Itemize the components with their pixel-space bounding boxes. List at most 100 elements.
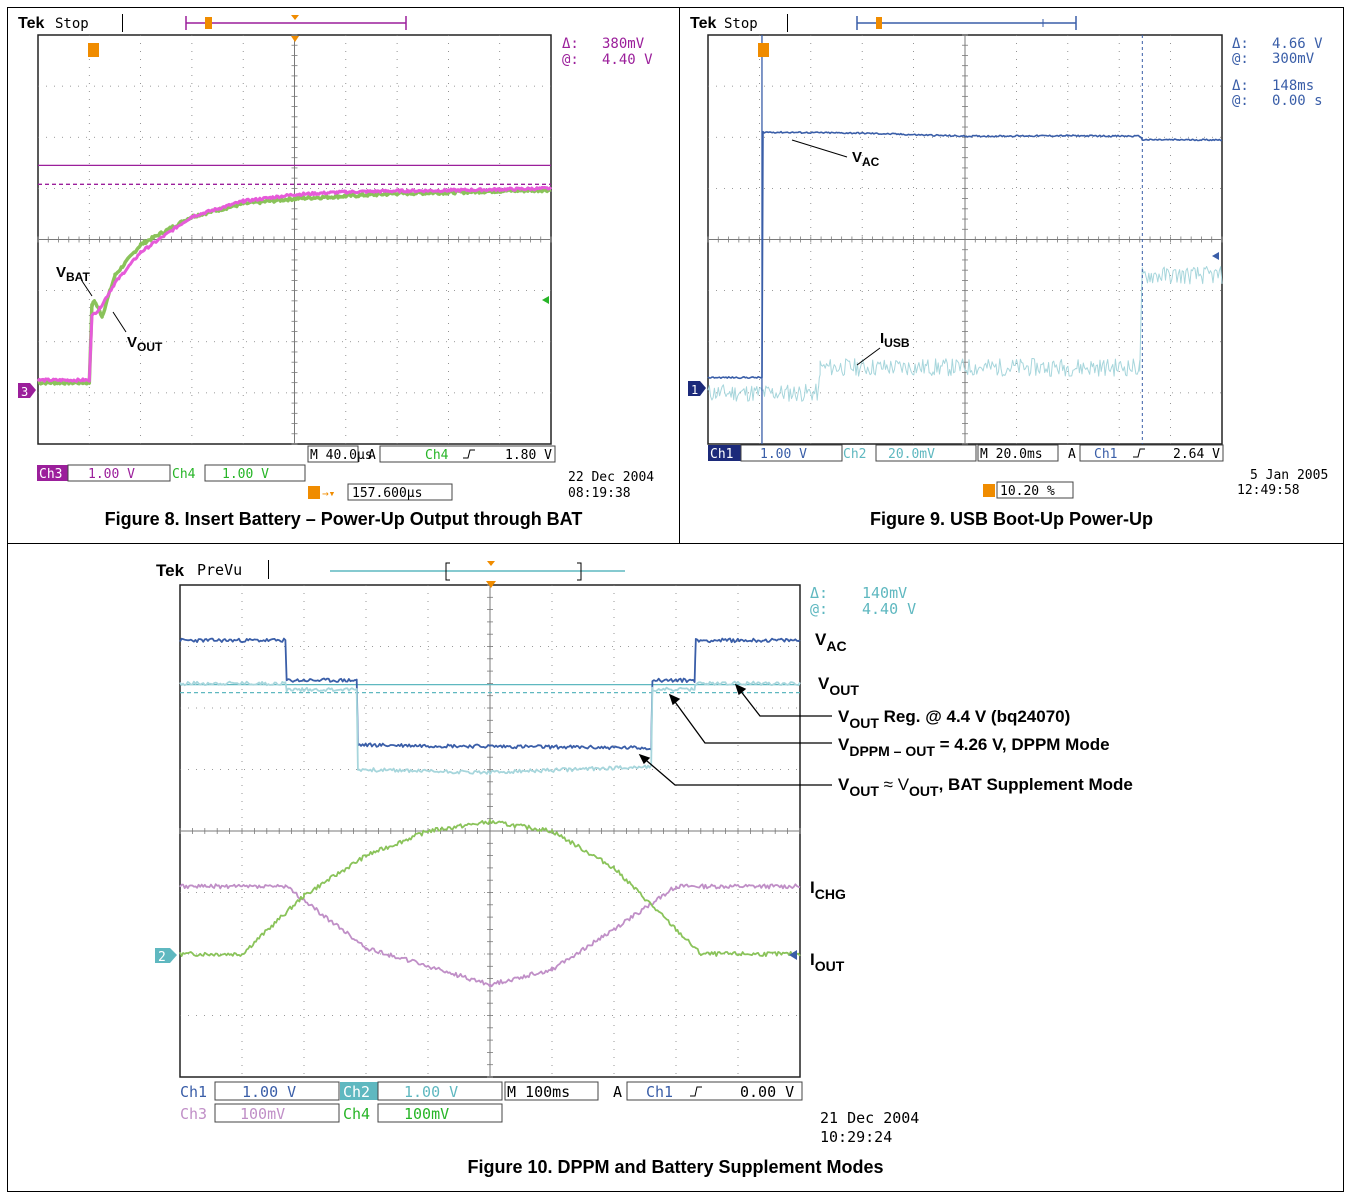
svg-text:A: A [1068, 447, 1076, 462]
svg-text:A: A [613, 1083, 622, 1101]
channel2-marker: 2 [155, 948, 177, 965]
svg-text:IUSB: IUSB [880, 330, 910, 350]
svg-text:Ch4: Ch4 [172, 467, 196, 482]
svg-text:140mV: 140mV [862, 584, 907, 602]
svg-text:VOUT ≈ VOUT, BAT Supplement M: VOUT ≈ VOUT, BAT Supplement Mode [838, 775, 1133, 799]
svg-text:Ch3: Ch3 [39, 467, 62, 482]
svg-text:08:19:38: 08:19:38 [568, 486, 631, 501]
svg-text:157.600µs: 157.600µs [352, 486, 422, 501]
figure9-trace-labels: VAC IUSB [791, 139, 910, 366]
svg-text:@:: @: [1232, 51, 1249, 67]
trigger-marker [758, 43, 769, 57]
svg-text:380mV: 380mV [602, 36, 645, 52]
trigger-marker [486, 581, 496, 588]
channel3-marker: 3 [18, 383, 36, 399]
svg-text:@:: @: [562, 52, 579, 68]
figure10-panel [7, 543, 1344, 1192]
svg-text:Δ:: Δ: [562, 36, 579, 52]
channel4-level-marker [542, 296, 549, 304]
svg-text:Ch4: Ch4 [425, 448, 449, 463]
channel1-marker: 1 [688, 381, 706, 397]
svg-text:VOUT: VOUT [818, 674, 859, 698]
svg-text:10:29:24: 10:29:24 [820, 1128, 892, 1146]
figure10-cursor-readout: Δ: 140mV @: 4.40 V [810, 584, 916, 618]
svg-text:IOUT: IOUT [810, 950, 845, 974]
figure10-annotations: VAC VOUT VOUT Reg. @ 4.4 V (bq24070) VDP… [810, 630, 1133, 974]
svg-text:Ch1: Ch1 [180, 1083, 207, 1101]
figure8-caption: Figure 8. Insert Battery – Power-Up Outp… [104, 509, 583, 529]
svg-text:Ch2: Ch2 [343, 1083, 370, 1101]
svg-text:VBAT: VBAT [56, 264, 90, 284]
figure9-traces [707, 35, 1223, 444]
trace-vac [179, 637, 801, 751]
svg-text:VOUT: VOUT [127, 334, 163, 354]
trace-vac [707, 130, 1223, 380]
svg-text:20.0mV: 20.0mV [888, 447, 935, 462]
svg-text:Tek: Tek [156, 561, 185, 580]
svg-text:1.00 V: 1.00 V [222, 467, 269, 482]
svg-text:4.40 V: 4.40 V [602, 52, 653, 68]
figure9-caption: Figure 9. USB Boot-Up Power-Up [870, 509, 1153, 529]
svg-text:Δ:: Δ: [810, 584, 828, 602]
svg-text:1.00 V: 1.00 V [404, 1083, 458, 1101]
svg-text:VDPPM – OUT = 4.26 V, DPPM Mod: VDPPM – OUT = 4.26 V, DPPM Mode [838, 735, 1110, 759]
figure9-header: Tek Stop [690, 14, 1077, 32]
svg-text:PreVu: PreVu [197, 561, 242, 579]
svg-text:10.20 %: 10.20 % [1000, 484, 1055, 499]
svg-text:M 20.0ms: M 20.0ms [980, 447, 1043, 462]
tek-logo: Tek [18, 15, 44, 32]
figure8-header: Tek Stop [18, 14, 407, 32]
svg-text:Ch4: Ch4 [343, 1105, 370, 1123]
svg-text:Δ:: Δ: [1232, 78, 1249, 94]
trace-iusb [707, 266, 1223, 402]
svg-text:21 Dec 2004: 21 Dec 2004 [820, 1109, 919, 1127]
channel2-level-marker [1212, 252, 1219, 260]
figure8-cursor-readout: Δ: 380mV @: 4.40 V [562, 36, 653, 68]
figure9-footer: Ch1 1.00 V Ch2 20.0mV M 20.0ms A Ch1 2.6… [708, 444, 1328, 499]
svg-text:Δ:: Δ: [1232, 36, 1249, 52]
figure10-callout-lines [638, 683, 832, 786]
svg-text:@:: @: [810, 600, 828, 618]
svg-text:300mV: 300mV [1272, 51, 1315, 67]
trace-vout [179, 680, 801, 776]
svg-text:A: A [368, 448, 376, 463]
svg-text:1.00 V: 1.00 V [242, 1083, 296, 1101]
svg-text:0.00 V: 0.00 V [740, 1083, 794, 1101]
trigger-marker [88, 36, 299, 57]
svg-text:3: 3 [21, 385, 28, 399]
svg-text:M 40.0µs: M 40.0µs [310, 448, 373, 463]
figure10-grid [179, 584, 801, 1078]
svg-text:→▾: →▾ [322, 487, 335, 500]
figure8-grid [37, 34, 552, 445]
scope-mode: Stop [55, 16, 89, 32]
trace-ichg [179, 883, 801, 988]
channel1-level-marker [789, 950, 797, 960]
svg-text:@:: @: [1232, 93, 1249, 109]
svg-text:4.66 V: 4.66 V [1272, 36, 1323, 52]
trace-vout [36, 185, 553, 383]
svg-text:1: 1 [691, 383, 698, 397]
svg-text:1.00 V: 1.00 V [760, 447, 807, 462]
figure9-grid [707, 34, 1223, 445]
figure8-traces [36, 164, 553, 386]
svg-text:M 100ms: M 100ms [507, 1083, 570, 1101]
svg-text:Stop: Stop [724, 16, 758, 32]
svg-text:22 Dec 2004: 22 Dec 2004 [568, 470, 654, 485]
svg-text:100mV: 100mV [404, 1105, 449, 1123]
svg-text:Ch1: Ch1 [710, 447, 733, 462]
figure8-footer: M 40.0µs A Ch4 1.80 V Ch3 1.00 V Ch4 1.0… [37, 445, 654, 501]
svg-text:1.80 V: 1.80 V [505, 448, 552, 463]
svg-text:4.40 V: 4.40 V [862, 600, 916, 618]
figure10-footer: Ch1 1.00 V Ch2 1.00 V M 100ms A Ch1 0.00… [180, 1081, 919, 1146]
svg-text:Ch2: Ch2 [843, 447, 866, 462]
svg-text:100mV: 100mV [240, 1105, 285, 1123]
svg-text:Ch3: Ch3 [180, 1105, 207, 1123]
svg-text:VOUT Reg. @ 4.4 V (bq24070): VOUT Reg. @ 4.4 V (bq24070) [838, 707, 1070, 731]
figure10-caption: Figure 10. DPPM and Battery Supplement M… [467, 1157, 884, 1177]
svg-text:2: 2 [158, 950, 166, 965]
svg-text:Ch1: Ch1 [646, 1083, 673, 1101]
svg-text:12:49:58: 12:49:58 [1237, 483, 1300, 498]
